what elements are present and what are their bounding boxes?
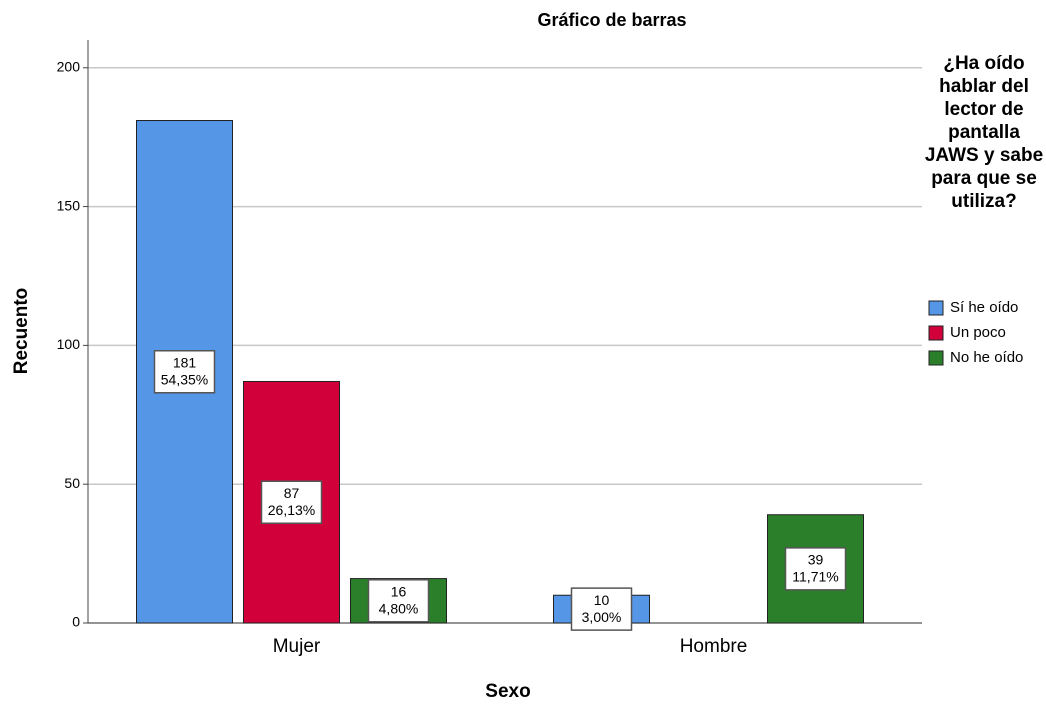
chart-title: Gráfico de barras [537, 10, 686, 30]
data-label: 11,71% [792, 569, 838, 585]
data-label: 87 [284, 485, 300, 501]
y-axis-label: Recuento [11, 288, 32, 375]
x-tick-label: Hombre [680, 636, 748, 657]
data-label: 39 [808, 552, 824, 568]
y-tick-label: 200 [57, 58, 81, 74]
data-label: 4,80% [379, 600, 419, 616]
data-label-box [570, 587, 633, 631]
x-tick-label: Mujer [273, 636, 321, 657]
data-label-box [784, 547, 847, 591]
data-label-box [153, 350, 216, 394]
x-axis-label: Sexo [485, 681, 530, 702]
legend-label: Sí he oído [950, 299, 1018, 316]
data-label: 54,35% [161, 371, 208, 387]
bar [243, 380, 340, 624]
legend-label: Un poco [950, 324, 1006, 341]
legend-title: ¿Ha oído hablar del lector de pantalla J… [924, 53, 1044, 212]
data-label: 3,00% [582, 609, 622, 625]
y-tick-label: 50 [64, 475, 80, 491]
legend-swatch [928, 300, 944, 316]
y-tick-label: 100 [57, 336, 81, 352]
y-tick-label: 0 [72, 614, 80, 630]
legend-label: No he oído [950, 349, 1023, 366]
data-label-box [367, 579, 430, 623]
data-label-box [260, 480, 323, 524]
data-label: 16 [391, 583, 407, 599]
data-label: 181 [173, 354, 197, 370]
data-label: 10 [594, 592, 610, 608]
legend-swatch [928, 325, 944, 341]
y-tick-label: 150 [57, 197, 81, 213]
data-label: 26,13% [268, 502, 315, 518]
legend-swatch [928, 350, 944, 366]
